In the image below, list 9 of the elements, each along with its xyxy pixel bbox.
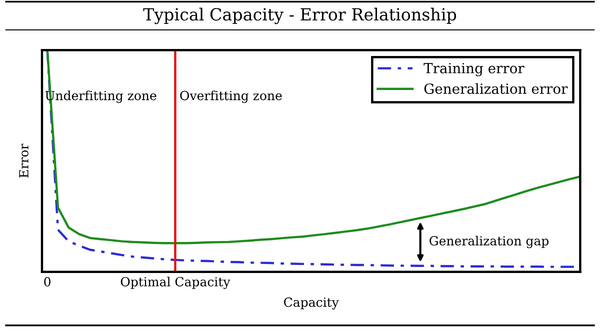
legend-label: Generalization error	[424, 83, 568, 94]
annotation: Generalization gap	[430, 236, 549, 248]
annotation: Overfitting zone	[180, 90, 282, 103]
y-axis-title: Error	[19, 144, 28, 178]
x-tick-label: 0	[44, 276, 50, 286]
legend-label: Training error	[424, 62, 524, 76]
chart-title: Typical Capacity - Error Relationship	[143, 8, 456, 24]
x-axis-title: Capacity	[284, 297, 339, 310]
x-tick-label: Optimal Capacity	[120, 276, 230, 290]
